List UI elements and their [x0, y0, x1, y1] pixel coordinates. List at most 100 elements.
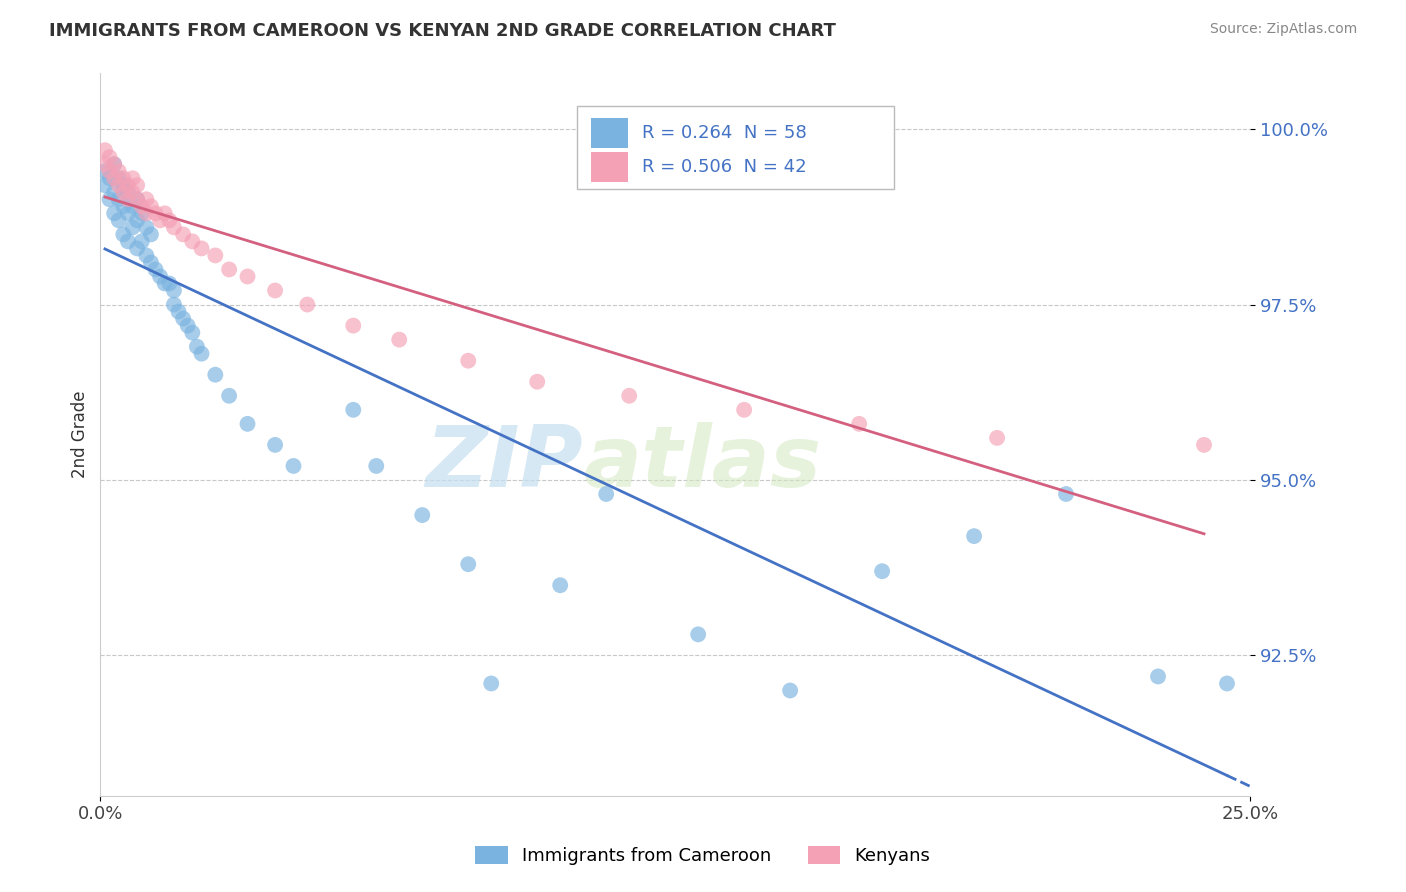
Point [595, 487, 617, 501]
Point [457, 353, 479, 368]
Point [112, 178, 135, 193]
Text: R = 0.264  N = 58: R = 0.264 N = 58 [643, 124, 807, 142]
Point [548, 578, 571, 592]
Point [103, 171, 125, 186]
Point [131, 199, 153, 213]
Point [963, 529, 986, 543]
Point [264, 438, 287, 452]
Point [848, 417, 870, 431]
Point [526, 375, 548, 389]
Point [135, 248, 157, 262]
Point [388, 333, 411, 347]
Point [149, 269, 172, 284]
Bar [592, 118, 628, 148]
Point [204, 248, 226, 262]
Point [139, 199, 162, 213]
Point [1054, 487, 1077, 501]
Point [986, 431, 1008, 445]
Point [163, 220, 186, 235]
Point [236, 269, 259, 284]
Point [264, 284, 287, 298]
Point [236, 417, 259, 431]
Point [411, 508, 433, 522]
Point [103, 157, 125, 171]
Point [190, 241, 212, 255]
Point [688, 627, 710, 641]
Point [186, 340, 208, 354]
Point [163, 297, 186, 311]
Point [779, 683, 801, 698]
Text: Source: ZipAtlas.com: Source: ZipAtlas.com [1209, 22, 1357, 37]
Text: ZIP: ZIP [426, 422, 583, 505]
Point [283, 458, 305, 473]
Point [112, 199, 135, 213]
Y-axis label: 2nd Grade: 2nd Grade [72, 391, 89, 478]
Point [457, 557, 479, 571]
Point [181, 326, 204, 340]
Point [297, 297, 319, 311]
Legend: Immigrants from Cameroon, Kenyans: Immigrants from Cameroon, Kenyans [467, 837, 939, 874]
Point [127, 213, 149, 227]
Point [94, 164, 117, 178]
Point [112, 171, 135, 186]
Point [163, 284, 186, 298]
Point [135, 220, 157, 235]
Point [112, 186, 135, 200]
Point [98, 192, 121, 206]
Point [103, 157, 125, 171]
Point [218, 262, 240, 277]
Point [1216, 676, 1239, 690]
Point [121, 220, 143, 235]
Point [103, 186, 125, 200]
Point [149, 213, 172, 227]
Point [172, 311, 194, 326]
Point [107, 171, 129, 186]
Point [204, 368, 226, 382]
Point [117, 192, 139, 206]
FancyBboxPatch shape [578, 105, 894, 188]
Point [366, 458, 388, 473]
Point [157, 277, 180, 291]
Point [127, 192, 149, 206]
Point [153, 206, 176, 220]
Point [181, 235, 204, 249]
Point [98, 150, 121, 164]
Point [107, 178, 129, 193]
Point [98, 171, 121, 186]
Point [153, 277, 176, 291]
Point [157, 213, 180, 227]
Point [479, 676, 502, 690]
Point [218, 389, 240, 403]
Point [870, 564, 893, 578]
Point [342, 402, 364, 417]
Point [107, 192, 129, 206]
Text: R = 0.506  N = 42: R = 0.506 N = 42 [643, 158, 807, 176]
Point [139, 255, 162, 269]
Point [139, 227, 162, 242]
Point [112, 227, 135, 242]
Point [145, 262, 167, 277]
Point [619, 389, 641, 403]
Point [135, 192, 157, 206]
Point [145, 206, 167, 220]
Point [167, 304, 190, 318]
Text: atlas: atlas [583, 422, 821, 505]
Point [1147, 669, 1170, 683]
Point [131, 206, 153, 220]
Point [94, 157, 117, 171]
Point [733, 402, 755, 417]
Point [177, 318, 200, 333]
Point [190, 346, 212, 360]
Point [131, 235, 153, 249]
Point [107, 213, 129, 227]
Point [117, 206, 139, 220]
Point [127, 178, 149, 193]
Point [117, 178, 139, 193]
Point [121, 199, 143, 213]
Bar [592, 152, 628, 182]
Point [127, 241, 149, 255]
Point [103, 206, 125, 220]
Point [342, 318, 364, 333]
Point [121, 171, 143, 186]
Point [98, 164, 121, 178]
